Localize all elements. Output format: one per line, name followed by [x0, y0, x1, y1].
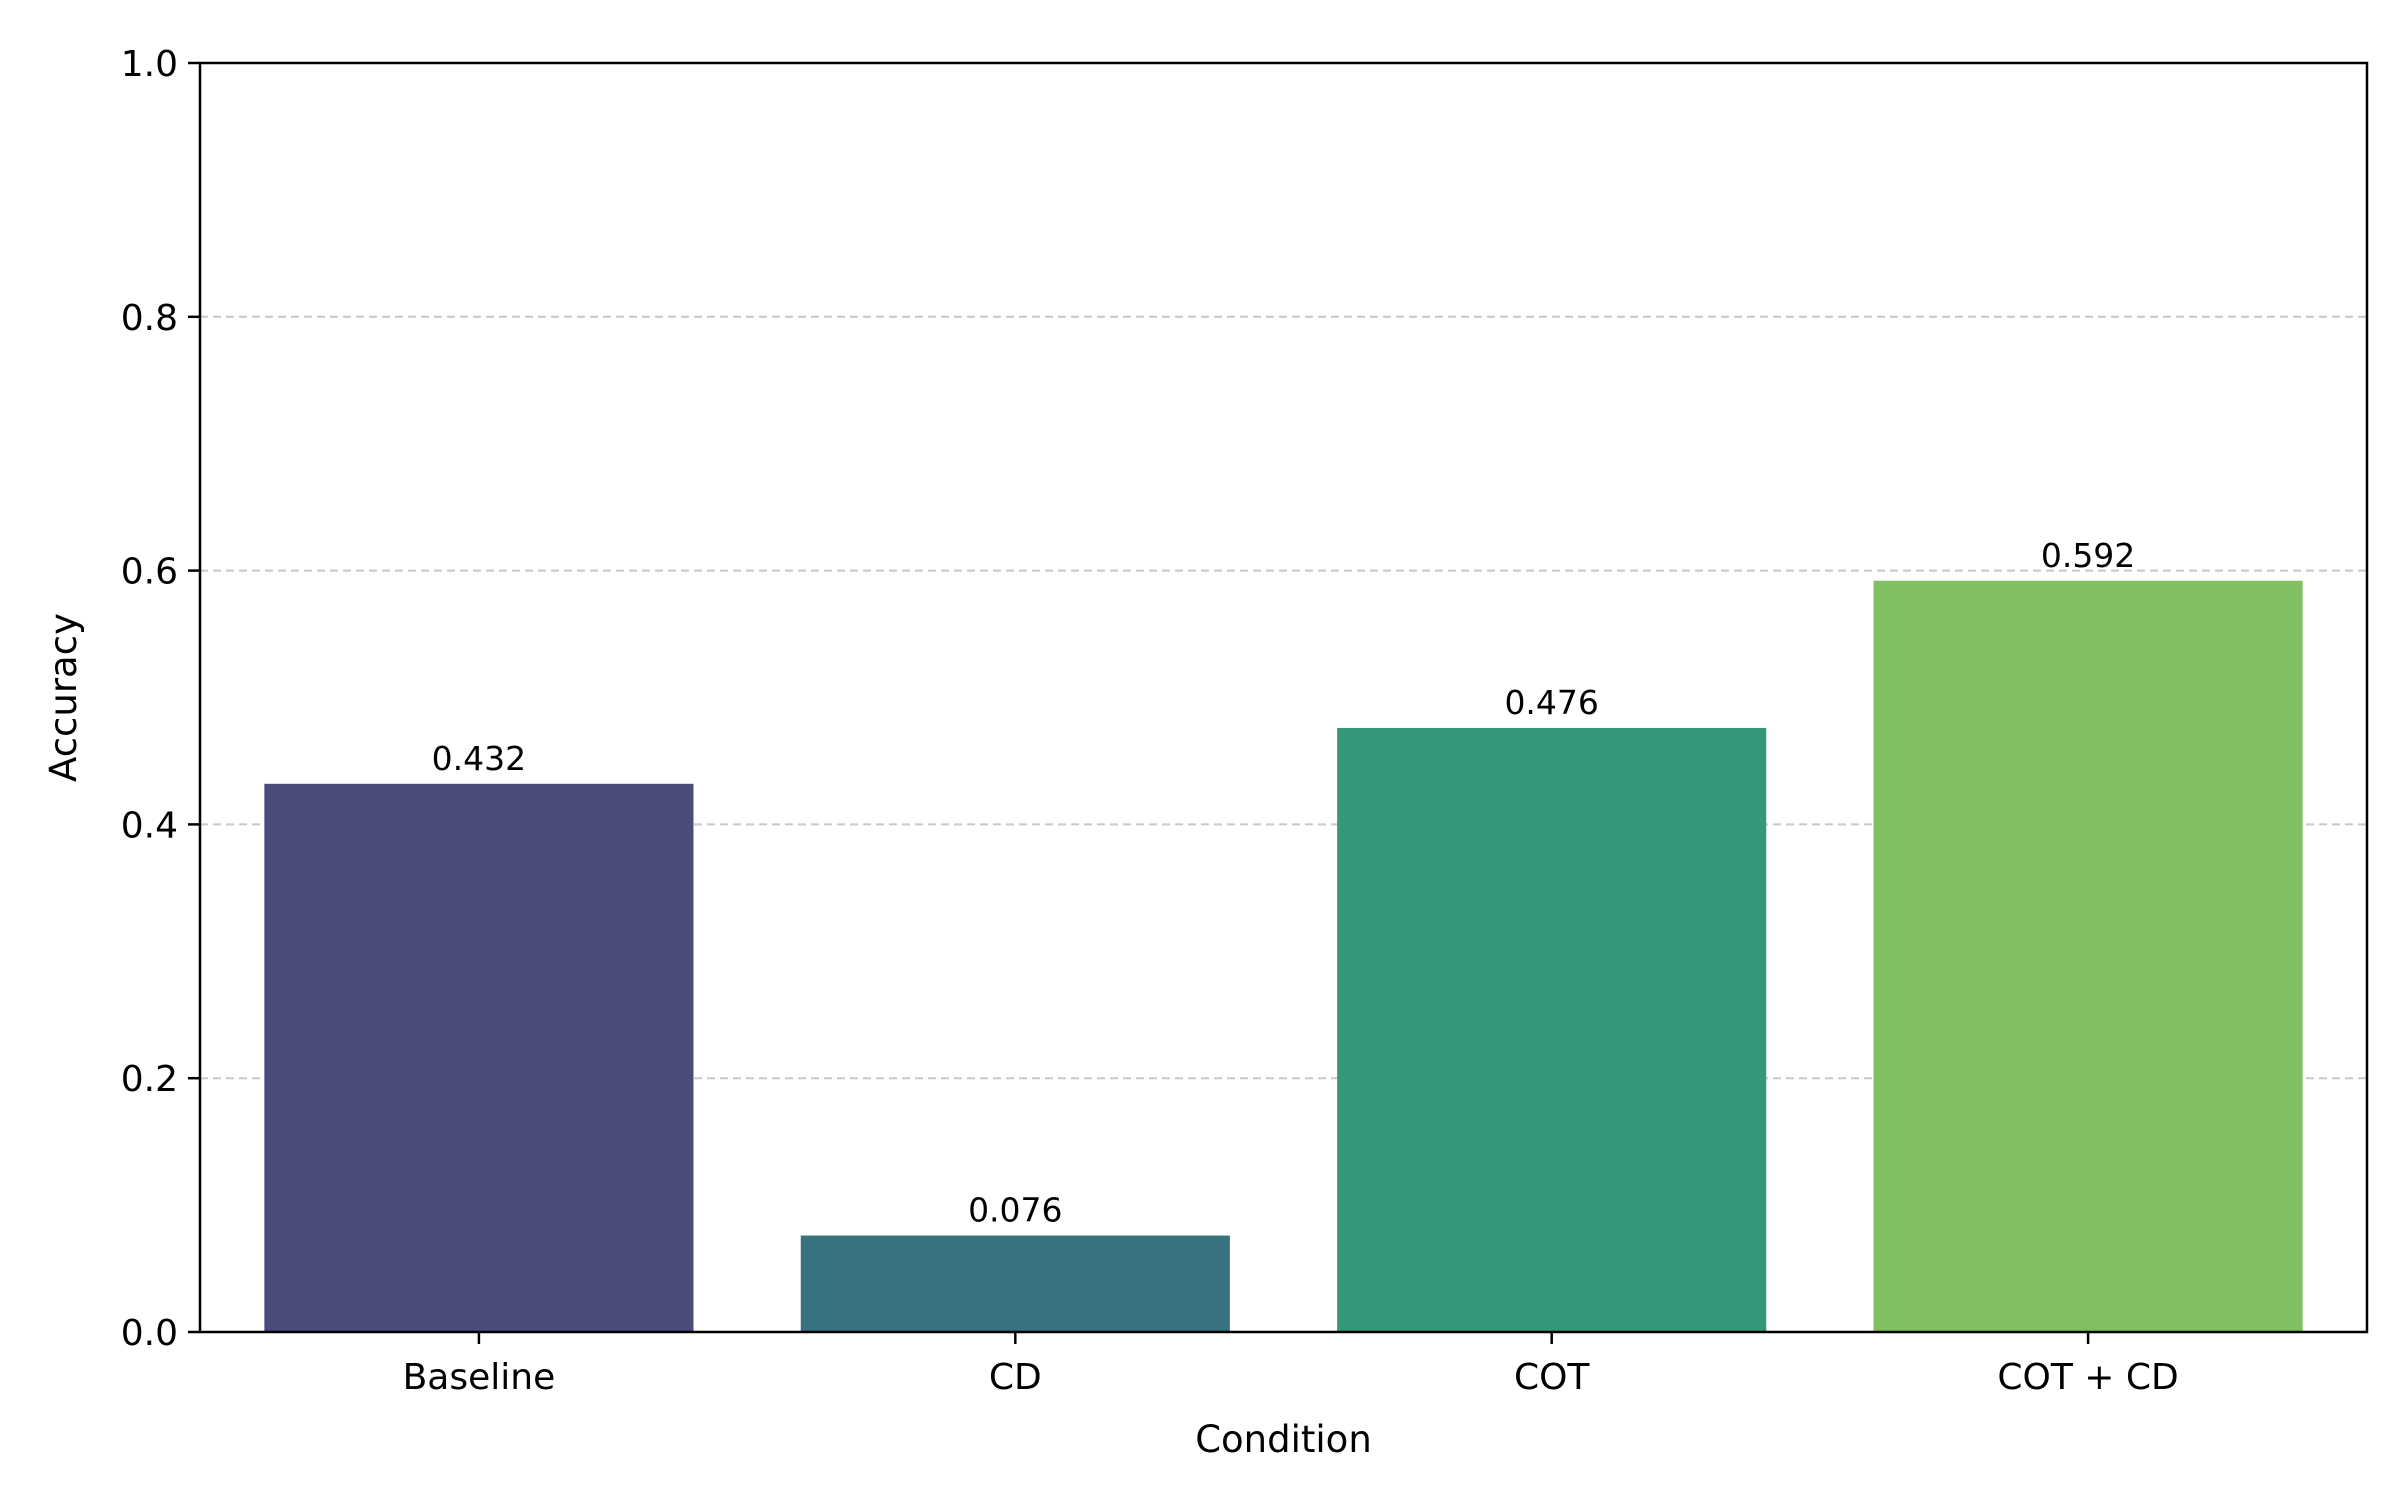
y-tick-label: 0.4	[121, 805, 178, 846]
bar-value-labels: 0.432 0.076 0.476 0.592	[432, 536, 2136, 1230]
y-tick-label: 0.2	[121, 1059, 178, 1100]
x-tick-label: COT + CD	[1997, 1357, 2178, 1398]
bar-value-label: 0.592	[2041, 536, 2135, 575]
bar-baseline	[264, 783, 694, 1332]
plot-area-frame	[198, 61, 2369, 1334]
bar-value-label: 0.476	[1504, 683, 1598, 722]
y-tick-label: 1.0	[121, 44, 178, 85]
x-tick-label: COT	[1514, 1357, 1590, 1398]
bar-value-label: 0.076	[968, 1191, 1062, 1230]
bars	[264, 580, 2303, 1332]
x-tick-label: CD	[989, 1357, 1042, 1398]
bar-cot-cd	[1873, 580, 2303, 1332]
x-tick-label: Baseline	[403, 1357, 556, 1398]
bar-cot	[1337, 727, 1767, 1332]
y-tick-label: 0.8	[121, 298, 178, 339]
x-axis-title: Condition	[1195, 1418, 1372, 1461]
gridlines	[200, 315, 2367, 1080]
y-tick-label: 0.0	[121, 1313, 178, 1354]
y-axis-ticks: 0.0 0.2 0.4 0.6 0.8 1.0	[121, 44, 200, 1354]
bar-cd	[800, 1235, 1230, 1332]
x-axis-ticks: Baseline CD COT COT + CD	[403, 1332, 2179, 1398]
bar-value-label: 0.432	[432, 739, 526, 778]
y-axis-title: Accuracy	[42, 613, 85, 782]
y-tick-label: 0.6	[121, 552, 178, 593]
